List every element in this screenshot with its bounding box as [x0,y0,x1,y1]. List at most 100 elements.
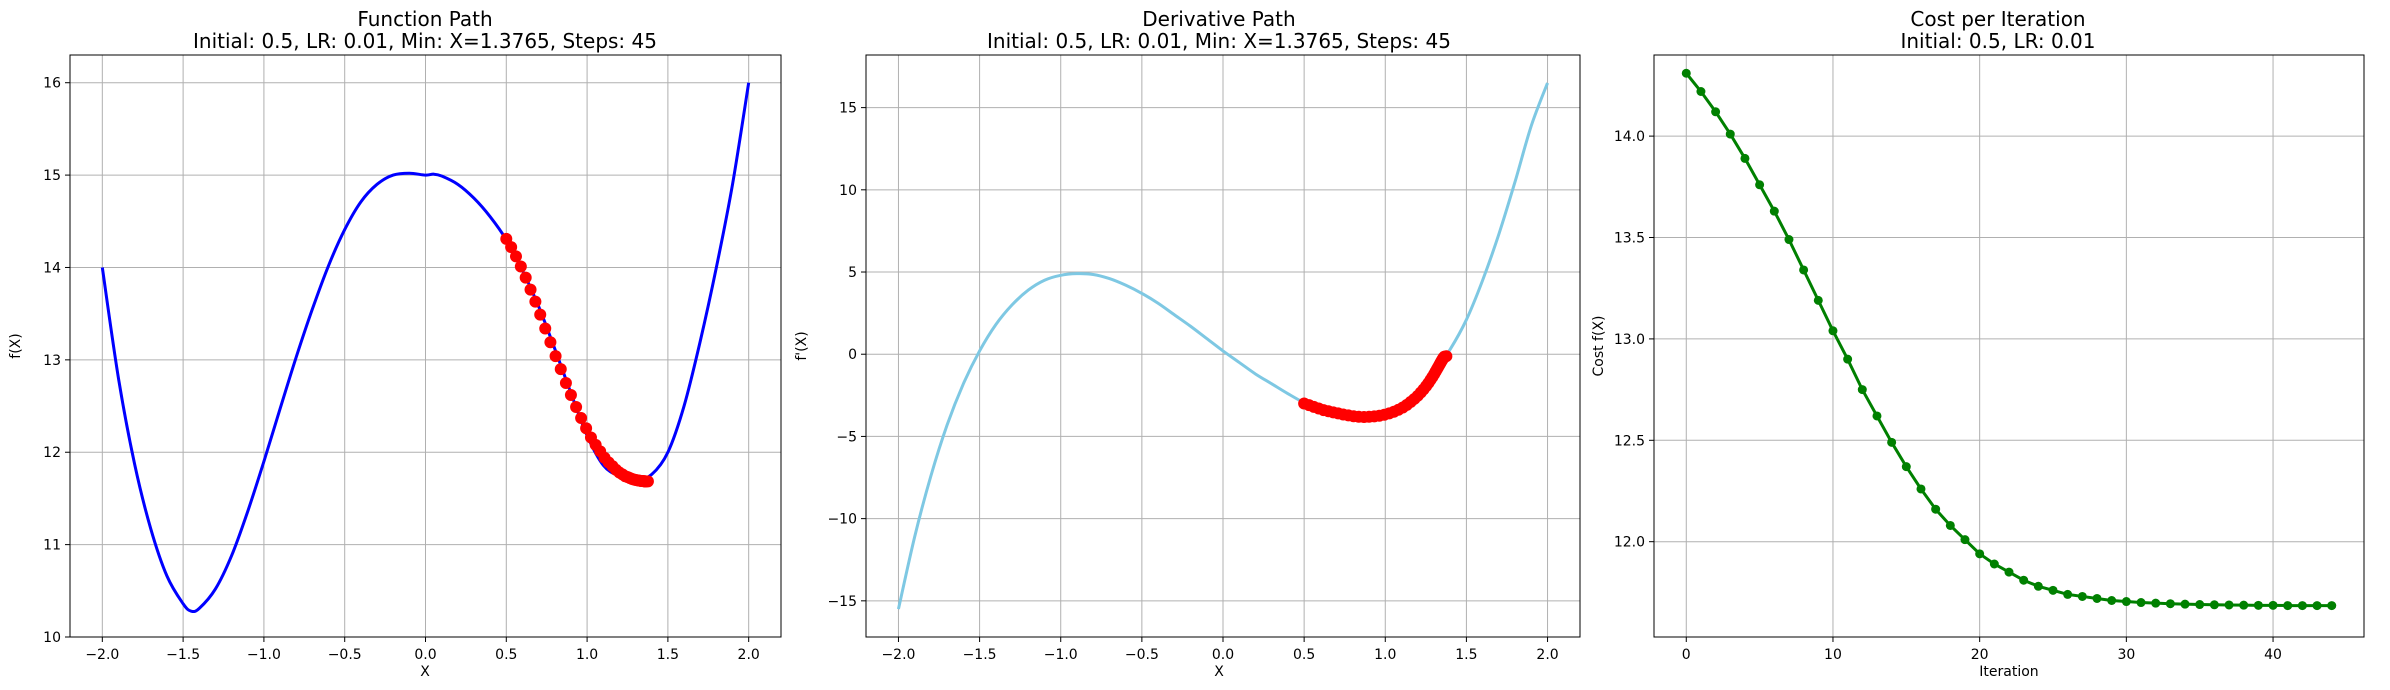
cost-point [1901,462,1911,472]
cost-point [1681,68,1691,78]
x-tick-label: 0.5 [495,647,517,663]
cost-point [1843,354,1853,364]
y-tick-label: −10 [827,512,857,528]
y-axis-label: Cost f(X) [1591,315,1607,376]
cost-point [2077,591,2087,601]
panel-subtitle: Initial: 0.5, LR: 0.01, Min: X=1.3765, S… [193,29,657,53]
cost-point [2224,600,2234,610]
cost-point [2209,600,2219,610]
cost-point [1931,504,1941,514]
y-tick-label: 11 [43,538,61,554]
derivative-path-panel: Derivative Path Initial: 0.5, LR: 0.01, … [794,7,1581,680]
panel-title: Function Path [357,7,492,31]
cost-point [2297,601,2307,611]
descent-step-point [534,308,547,321]
descent-step-point [559,376,572,389]
panel-title: Cost per Iteration [1910,7,2085,31]
x-tick-label: 40 [2264,647,2282,663]
x-tick-label: −0.5 [328,647,362,663]
x-tick-label: 0 [1682,647,1691,663]
plot-area [896,82,1549,610]
y-axis-label: f'(X) [794,331,810,360]
x-axis-label: X [420,664,430,680]
descent-step-point [575,412,588,425]
plot-area [1681,68,2337,611]
axes-frame [865,54,1581,638]
ticks: 0 10 20 30 40 12.0 12.5 13.0 13.5 14.0 [1614,129,2282,663]
grid [1654,55,2364,637]
cost-per-iteration-panel: Cost per Iteration Initial: 0.5, LR: 0.0… [1591,7,2365,680]
x-tick-label: 1.5 [1455,647,1477,663]
cost-point [2121,597,2131,607]
cost-point [2151,598,2161,608]
panel-title: Derivative Path [1142,7,1295,31]
cost-point [2283,601,2293,611]
cost-point [1960,535,1970,545]
cost-point [1813,295,1823,305]
descent-step-point [509,250,522,263]
y-tick-label: 14.0 [1614,129,1645,145]
cost-point [2048,585,2058,595]
cost-point [1769,206,1779,216]
cost-point [2239,600,2249,610]
x-tick-label: 1.0 [1374,647,1396,663]
grid [70,55,781,638]
descent-step-point [641,475,654,488]
grid [866,55,1580,637]
x-axis-label: Iteration [1979,664,2038,680]
function-path-panel: Function Path Initial: 0.5, LR: 0.01, Mi… [8,7,782,680]
cost-point [1989,559,1999,569]
cost-point [2312,601,2322,611]
cost-point [1711,107,1721,117]
y-tick-label: 13.5 [1614,231,1645,247]
descent-step-point [524,283,537,296]
cost-point [2180,599,2190,609]
descent-step-point [519,271,532,284]
y-tick-label: 12.0 [1614,535,1645,551]
cost-point [1916,484,1926,494]
axes-frame [69,54,782,638]
cost-point [2327,601,2337,611]
x-tick-label: 20 [1971,647,1989,663]
x-tick-label: −2.0 [881,647,915,663]
x-tick-label: 2.0 [738,647,760,663]
descent-step-point [539,322,552,335]
y-tick-label: 15 [43,168,61,184]
y-tick-label: −5 [836,429,857,445]
y-tick-label: 12 [43,445,61,461]
x-tick-label: 30 [2117,647,2135,663]
x-tick-label: −1.5 [963,647,997,663]
panel-subtitle: Initial: 0.5, LR: 0.01 [1900,29,2095,53]
x-tick-label: 0.5 [1293,647,1315,663]
cost-point [2004,567,2014,577]
x-axis-label: X [1214,664,1224,680]
descent-step-point [544,336,557,349]
cost-point [2268,600,2278,610]
descent-step-point [1440,350,1453,363]
cost-point [1799,265,1809,275]
cost-point [2019,575,2029,585]
cost-point [1784,235,1794,245]
descent-step-point [554,363,567,376]
y-tick-label: 10 [43,630,61,646]
cost-point [2063,589,2073,599]
descent-step-point [564,388,577,401]
y-tick-label: −15 [827,594,857,610]
x-tick-label: 0.0 [1212,647,1234,663]
y-tick-label: 13 [43,353,61,369]
x-tick-label: 10 [1824,647,1842,663]
cost-point [2253,600,2263,610]
cost-point [1696,87,1706,97]
cost-point [1887,437,1897,447]
ticks: −2.0 −1.5 −1.0 −0.5 0.0 0.5 1.0 1.5 2.0 −15 −10 −5 0… [827,101,1558,663]
ticks: −2.0 −1.5 −1.0 −0.5 0.0 0.5 1.0 1.5 2.0 10 11 12 13 1… [43,76,760,663]
x-tick-label: 1.0 [576,647,598,663]
y-axis-label: f(X) [8,333,24,358]
plot-area [100,82,751,614]
y-tick-label: 14 [43,260,61,276]
x-tick-label: 0.0 [414,647,436,663]
x-tick-label: −1.5 [166,647,200,663]
x-tick-label: −2.0 [85,647,119,663]
descent-step-point [505,241,518,254]
